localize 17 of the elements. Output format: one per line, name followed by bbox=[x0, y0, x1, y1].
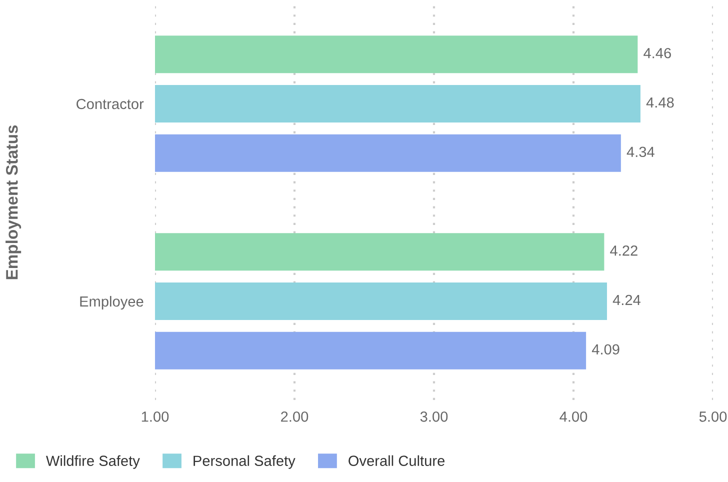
x-tick-label: 1.00 bbox=[142, 411, 169, 422]
data-label: 4.24 bbox=[612, 294, 640, 306]
legend-label: Overall Culture bbox=[348, 455, 444, 466]
x-tick-label: 3.00 bbox=[420, 411, 448, 422]
y-tick-label: Employee bbox=[80, 296, 144, 310]
x-tick-label: 2.00 bbox=[281, 411, 308, 422]
legend-label: Personal Safety bbox=[194, 455, 296, 469]
data-label: 4.09 bbox=[592, 344, 620, 355]
legend-label: Wildfire Safety bbox=[46, 455, 140, 469]
data-label: 4.22 bbox=[610, 245, 638, 256]
x-tick-label: 4.00 bbox=[560, 411, 588, 422]
x-tick-label: 5.00 bbox=[699, 411, 727, 422]
y-tick-label: Contractor bbox=[76, 98, 144, 110]
y-axis-title: Employment Status bbox=[6, 125, 22, 280]
data-label: 4.48 bbox=[646, 97, 674, 108]
data-label: 4.46 bbox=[644, 48, 671, 58]
data-label: 4.34 bbox=[626, 146, 654, 158]
